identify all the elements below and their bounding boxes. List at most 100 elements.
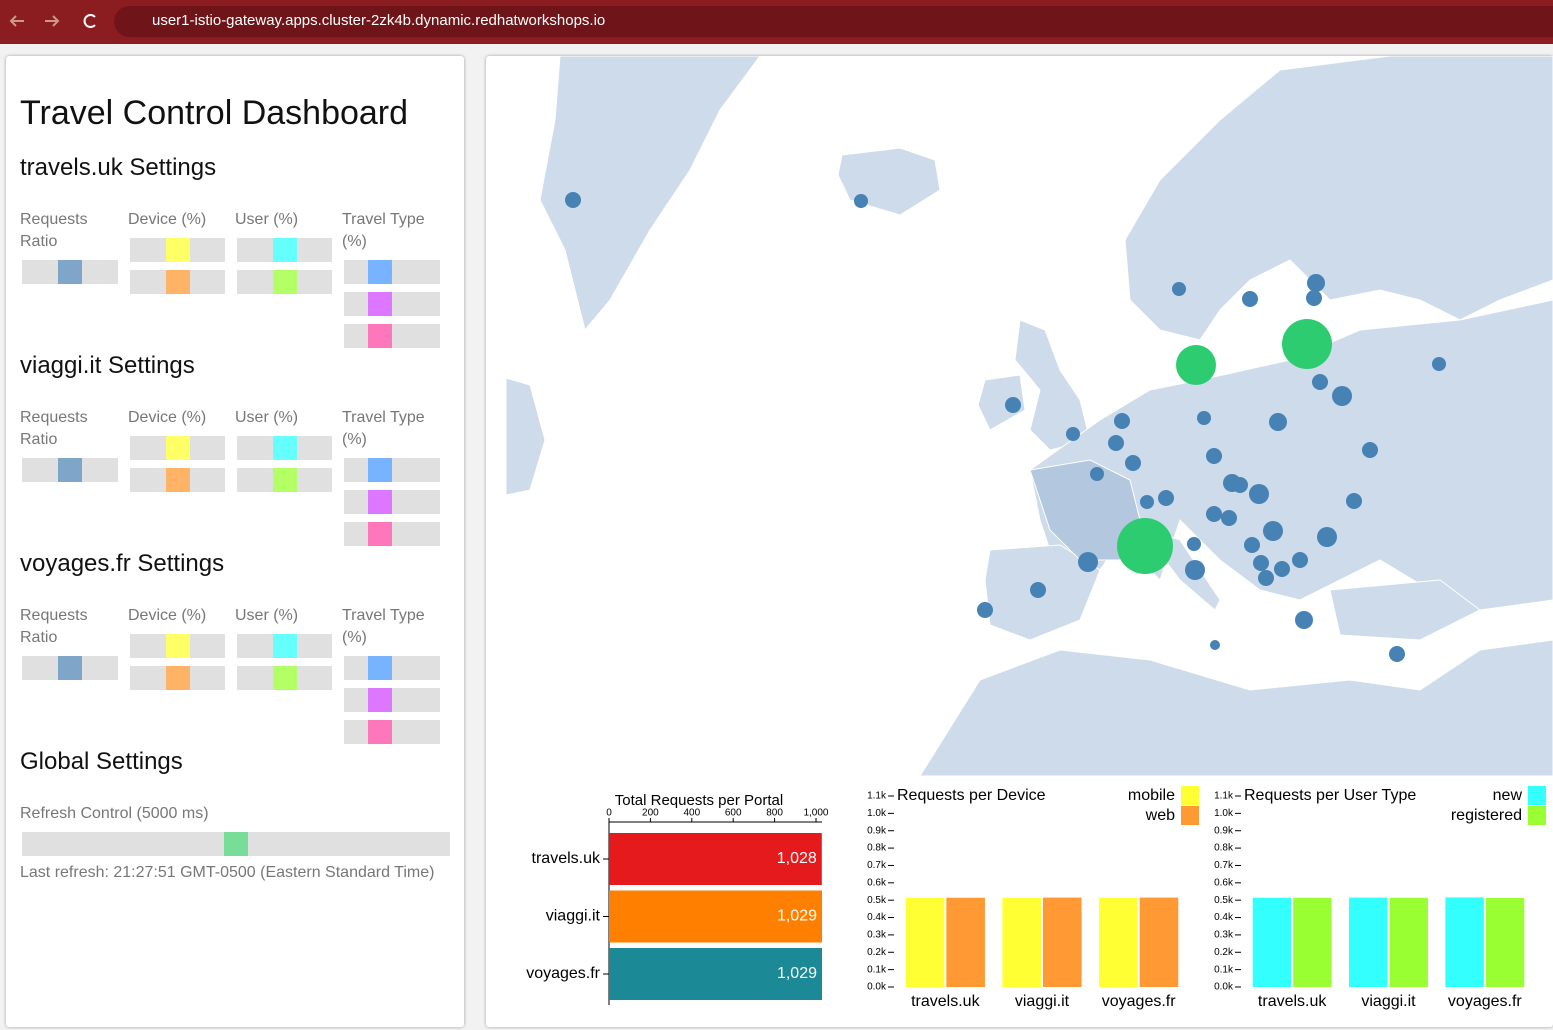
- dashboard-title: Travel Control Dashboard: [20, 94, 409, 132]
- legend-label: registered: [1451, 807, 1522, 824]
- y-tick-label: 0.1k: [1214, 964, 1234, 975]
- slider-thumb[interactable]: [368, 720, 392, 744]
- y-tick-label: 0.4k: [1214, 912, 1234, 923]
- url: user1-istio-gateway.apps.cluster-2zk4b.d…: [152, 12, 606, 29]
- slider-label: Travel Type (%): [342, 409, 425, 448]
- legend-swatch: [1181, 786, 1199, 805]
- slider-thumb[interactable]: [368, 490, 392, 514]
- section-heading: Global Settings: [20, 748, 183, 775]
- slider-thumb[interactable]: [166, 468, 190, 492]
- settings-panel: Travel Control Dashboard travels.uk Sett…: [6, 56, 464, 1027]
- x-tick-label: 400: [683, 808, 700, 819]
- slider-label: Requests Ratio: [20, 607, 88, 646]
- x-tick-label: 200: [642, 808, 659, 819]
- map-marker: [1295, 611, 1313, 629]
- slider-thumb[interactable]: [166, 436, 190, 460]
- slider-thumb[interactable]: [58, 656, 82, 680]
- map-marker: [1244, 537, 1260, 553]
- section-heading: viaggi.it Settings: [20, 352, 195, 379]
- map-marker: [1249, 484, 1269, 504]
- slider-thumb[interactable]: [58, 458, 82, 482]
- slider-thumb[interactable]: [368, 688, 392, 712]
- y-tick-label: 0.7k: [867, 860, 887, 871]
- map-marker: [1389, 646, 1405, 662]
- map-marker: [1114, 413, 1130, 429]
- bar: [1293, 897, 1332, 987]
- legend-label: web: [1145, 807, 1175, 824]
- slider-thumb[interactable]: [166, 238, 190, 262]
- slider-thumb[interactable]: [273, 270, 297, 294]
- slider-label: Requests Ratio: [20, 409, 88, 448]
- map-marker: [1206, 448, 1222, 464]
- chart-title: Requests per User Type: [1244, 787, 1416, 804]
- slider-thumb[interactable]: [273, 238, 297, 262]
- bar: [946, 897, 985, 987]
- map-marker: [1210, 640, 1220, 650]
- map-marker: [1078, 552, 1098, 572]
- bar: [1002, 897, 1041, 987]
- slider-track[interactable]: [344, 292, 440, 316]
- bar: [1139, 897, 1179, 987]
- slider-thumb[interactable]: [58, 260, 82, 284]
- slider-thumb[interactable]: [166, 634, 190, 658]
- slider-thumb[interactable]: [273, 666, 297, 690]
- y-tick-label: 0.9k: [867, 825, 887, 836]
- section-heading: voyages.fr Settings: [20, 550, 225, 577]
- slider-track[interactable]: [344, 688, 440, 712]
- last-refresh: Last refresh: 21:27:51 GMT-0500 (Eastern…: [20, 864, 435, 881]
- map-marker-large: [1176, 345, 1216, 385]
- y-tick-label: 1.0k: [867, 808, 887, 819]
- slider-thumb[interactable]: [368, 656, 392, 680]
- slider-label: Device (%): [128, 409, 207, 426]
- slider-thumb[interactable]: [166, 270, 190, 294]
- slider-thumb[interactable]: [368, 260, 392, 284]
- y-tick-label: 1.0k: [1214, 808, 1234, 819]
- map-marker: [1232, 477, 1248, 493]
- bar: [609, 833, 822, 885]
- map-marker: [1108, 435, 1124, 451]
- value-label: 1,029: [777, 908, 817, 925]
- map-marker: [1346, 493, 1362, 509]
- slider-thumb[interactable]: [273, 634, 297, 658]
- slider-track[interactable]: [344, 720, 440, 744]
- x-tick-label: viaggi.it: [1015, 993, 1070, 1010]
- bar: [1485, 897, 1525, 987]
- map-marker-large: [1282, 319, 1332, 369]
- legend-swatch: [1181, 806, 1199, 825]
- slider-thumb[interactable]: [368, 324, 392, 348]
- map-marker: [977, 602, 993, 618]
- map-marker: [1197, 411, 1211, 425]
- map-marker: [1066, 427, 1080, 441]
- slider-track[interactable]: [344, 324, 440, 348]
- bar: [1099, 897, 1138, 987]
- y-tick-label: 1.1k: [1214, 791, 1234, 802]
- x-tick-label: 0: [606, 808, 612, 819]
- address-bar[interactable]: [114, 6, 1553, 37]
- map-marker: [1292, 552, 1308, 568]
- slider-thumb[interactable]: [368, 458, 392, 482]
- bar: [905, 897, 945, 987]
- bar: [1445, 897, 1484, 987]
- map-marker: [1306, 290, 1322, 306]
- y-tick-label: 0.0k: [1214, 982, 1234, 993]
- slider-track[interactable]: [344, 260, 440, 284]
- map: [505, 56, 1553, 776]
- slider-track[interactable]: [344, 656, 440, 680]
- category-label: travels.uk: [532, 850, 601, 867]
- map-marker: [1362, 442, 1378, 458]
- slider-thumb[interactable]: [224, 832, 248, 856]
- slider-track[interactable]: [344, 522, 440, 546]
- map-marker: [1269, 413, 1287, 431]
- bar: [609, 948, 822, 1000]
- slider-thumb[interactable]: [273, 468, 297, 492]
- map-marker: [1432, 357, 1446, 371]
- slider-label: Device (%): [128, 607, 207, 624]
- slider-thumb[interactable]: [166, 666, 190, 690]
- slider-thumb[interactable]: [273, 436, 297, 460]
- slider-track[interactable]: [344, 458, 440, 482]
- x-tick-label: voyages.fr: [1102, 993, 1176, 1010]
- map-marker: [565, 192, 581, 208]
- slider-thumb[interactable]: [368, 292, 392, 316]
- slider-thumb[interactable]: [368, 522, 392, 546]
- slider-track[interactable]: [344, 490, 440, 514]
